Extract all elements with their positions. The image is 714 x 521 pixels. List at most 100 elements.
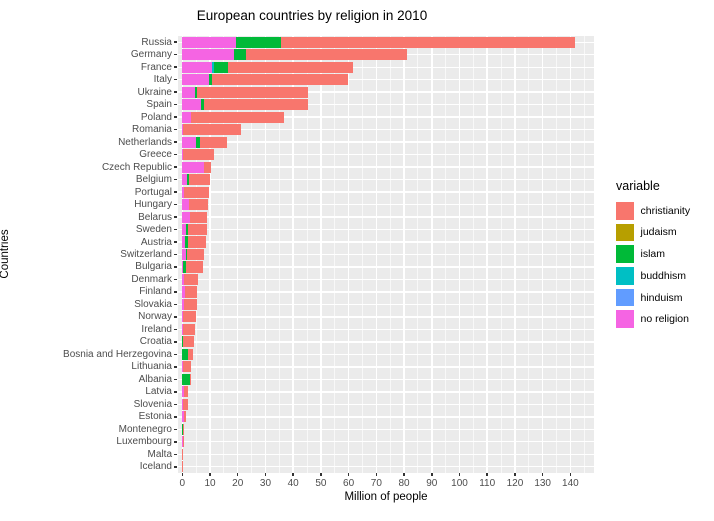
gridline-category xyxy=(178,328,594,331)
y-tick-label: Montenegro xyxy=(118,423,172,435)
legend-entries: christianity judaism islam buddhism hinduism… xyxy=(616,202,714,328)
legend-entry: hinduism xyxy=(616,288,714,307)
bar-segment-no-religion xyxy=(182,136,197,148)
bar-segment-christianity xyxy=(182,436,184,448)
gridline-category xyxy=(178,153,594,156)
bar-segment-christianity xyxy=(184,286,198,298)
legend-entry: christianity xyxy=(616,202,714,220)
x-tick-mark xyxy=(181,473,184,476)
bar-segment-christianity xyxy=(204,99,308,111)
bar-segment-islam xyxy=(209,74,213,86)
x-tick-label: 70 xyxy=(370,478,382,489)
gridline-category xyxy=(178,141,594,143)
gridline-category xyxy=(178,403,594,406)
x-tick-mark xyxy=(264,473,267,476)
bar-segment-islam xyxy=(182,348,188,360)
bar-segment-christianity xyxy=(197,86,309,98)
bar-segment-islam xyxy=(182,373,190,385)
bar-segment-no-religion xyxy=(182,411,185,423)
x-tick-label: 0 xyxy=(179,478,186,489)
y-tick-mark xyxy=(173,428,177,431)
legend: variable christianity judaism islam buddhis… xyxy=(616,179,714,332)
y-tick-mark xyxy=(173,141,177,143)
y-tick-label: Italy xyxy=(153,74,172,86)
y-tick-label: Estonia xyxy=(138,411,172,423)
bar-segment-islam xyxy=(182,311,184,323)
y-tick-mark xyxy=(173,128,177,131)
y-tick-label: Netherlands xyxy=(118,136,172,148)
legend-title: variable xyxy=(616,179,660,193)
x-tick-label: 100 xyxy=(451,478,468,489)
bar-segment-no-religion xyxy=(182,361,184,373)
gridline-category xyxy=(178,341,594,343)
gridline-category xyxy=(178,366,594,368)
y-tick-mark xyxy=(173,391,177,393)
bar-segment-islam xyxy=(187,174,189,186)
bar-segment-christianity xyxy=(245,49,407,61)
gridline-category xyxy=(178,353,594,356)
bar-segment-no-religion xyxy=(182,49,235,61)
x-tick-mark xyxy=(320,473,322,476)
y-tick-label: Albania xyxy=(138,373,172,385)
y-tick-mark xyxy=(173,278,177,281)
bar-segment-no-religion xyxy=(182,223,186,236)
y-tick-mark xyxy=(173,191,177,193)
x-tick-label: 60 xyxy=(343,478,355,489)
y-tick-mark xyxy=(173,366,177,368)
y-tick-label: Denmark xyxy=(131,273,172,285)
bar-segment-christianity xyxy=(182,461,184,473)
x-tick-label: 90 xyxy=(426,478,438,489)
x-tick-label: 120 xyxy=(506,478,524,489)
gridline-category xyxy=(178,378,594,381)
y-tick-label: Greece xyxy=(139,149,172,161)
y-tick-label: Malta xyxy=(147,448,172,460)
bar-segment-christianity xyxy=(204,161,211,173)
bar-segment-christianity xyxy=(189,373,192,385)
bar-segment-no-religion xyxy=(182,149,184,161)
y-tick-mark xyxy=(173,103,177,106)
y-tick-label: Norway xyxy=(138,311,172,323)
bar-segment-christianity xyxy=(200,136,228,148)
bar-segment-no-religion xyxy=(182,61,212,73)
y-tick-label: Hungary xyxy=(134,199,172,211)
y-tick-label: Czech Republic xyxy=(101,161,172,173)
gridline-category xyxy=(178,228,594,231)
y-tick-mark xyxy=(173,416,177,418)
y-tick-mark xyxy=(173,241,177,243)
y-tick-mark xyxy=(173,441,177,443)
bar-segment-no-religion xyxy=(182,386,184,398)
bar-segment-no-religion xyxy=(182,86,195,98)
y-tick-mark xyxy=(173,403,177,406)
x-tick-label: 50 xyxy=(315,478,327,489)
y-tick-label: Ukraine xyxy=(137,86,172,98)
y-tick-label: Russia xyxy=(141,36,172,48)
bar-segment-christianity xyxy=(187,348,193,360)
x-tick-mark xyxy=(292,473,294,476)
y-tick-mark xyxy=(173,378,177,381)
y-tick-label: Sweden xyxy=(135,224,172,236)
gridline-category xyxy=(178,391,594,393)
bar-segment-christianity xyxy=(187,236,206,248)
x-tick-mark xyxy=(347,473,350,476)
x-tick-label: 110 xyxy=(479,478,496,489)
gridline-category xyxy=(178,178,594,181)
bar-segment-no-religion xyxy=(182,74,210,86)
bar-segment-no-religion xyxy=(182,398,184,410)
bar-segment-christianity xyxy=(227,61,353,73)
x-tick-label: 20 xyxy=(232,478,244,489)
legend-label: no religion xyxy=(640,313,689,326)
x-tick-label: 40 xyxy=(287,478,299,489)
y-tick-mark xyxy=(173,153,177,156)
bar-segment-christianity xyxy=(184,298,198,310)
bar-segment-christianity xyxy=(187,248,204,261)
legend-entry: islam xyxy=(616,245,714,263)
bar-segment-no-religion xyxy=(182,99,202,111)
legend-swatch-judaism xyxy=(616,223,634,242)
gridline-category xyxy=(178,253,594,256)
y-tick-mark xyxy=(173,266,177,268)
bar-segment-christianity xyxy=(183,273,198,286)
gridline-category xyxy=(178,466,594,468)
plot-panel xyxy=(178,36,594,473)
bar-segment-christianity xyxy=(183,361,192,373)
gridline-category xyxy=(178,116,594,118)
